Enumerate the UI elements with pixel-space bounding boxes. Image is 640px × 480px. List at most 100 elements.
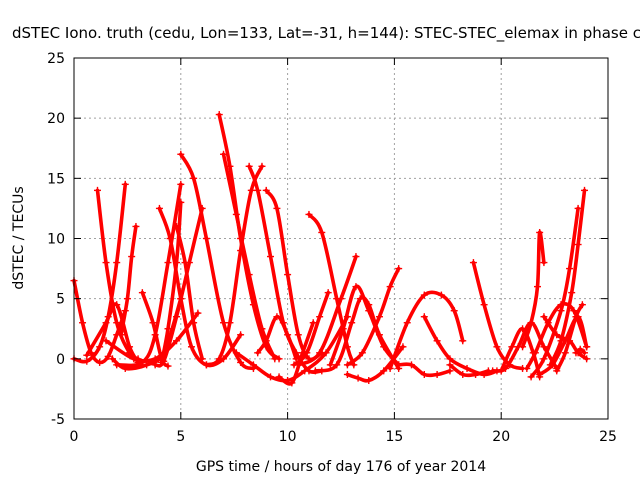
data-point-marker [568, 289, 576, 297]
data-point-marker [437, 291, 445, 299]
data-point-marker [386, 283, 394, 291]
data-point-marker [365, 307, 373, 315]
data-point-marker [352, 283, 360, 291]
y-tick-label: 15 [47, 171, 65, 187]
data-point-marker [190, 319, 198, 327]
y-tick-label: -5 [51, 412, 65, 428]
data-point-marker [469, 259, 477, 267]
data-point-marker [288, 379, 296, 387]
data-point-marker [472, 370, 480, 378]
data-series-line [277, 320, 315, 386]
data-point-marker [311, 367, 319, 375]
data-point-marker [534, 283, 542, 291]
y-tick-label: 20 [47, 111, 65, 127]
data-point-marker [352, 253, 360, 261]
data-point-marker [403, 319, 411, 327]
data-point-marker [546, 361, 554, 369]
data-point-marker [395, 361, 403, 369]
data-series-line [204, 164, 264, 367]
data-point-marker [247, 186, 255, 194]
data-point-marker [102, 259, 110, 267]
plot-area [70, 111, 591, 387]
data-point-marker [309, 319, 317, 327]
axis-ticks: 0 5 10 15 20 25 -5 0 5 10 15 20 25 [47, 51, 617, 445]
data-point-marker [215, 111, 223, 119]
data-point-marker [578, 301, 586, 309]
x-tick-label: 0 [70, 429, 79, 445]
data-point-marker [508, 343, 516, 351]
data-point-marker [420, 313, 428, 321]
data-point-marker [493, 343, 501, 351]
data-series-line [119, 224, 138, 337]
data-point-marker [536, 228, 544, 236]
data-point-marker [226, 319, 234, 327]
data-point-marker [151, 355, 159, 363]
data-series-line [554, 302, 585, 373]
data-point-marker [151, 361, 159, 369]
data-point-marker [316, 349, 324, 357]
data-point-marker [284, 331, 292, 339]
data-point-marker [343, 370, 351, 378]
data-point-marker [339, 325, 347, 333]
data-series-line [179, 152, 256, 371]
data-point-marker [237, 331, 245, 339]
data-point-marker [557, 337, 565, 345]
data-point-marker [132, 222, 140, 230]
data-point-marker [267, 253, 275, 261]
data-point-marker [301, 367, 309, 375]
data-point-marker [273, 313, 281, 321]
data-point-marker [527, 373, 535, 381]
y-tick-label: 10 [47, 232, 65, 248]
data-point-marker [113, 259, 121, 267]
data-point-marker [138, 358, 146, 366]
data-point-marker [166, 235, 174, 242]
data-point-marker [284, 271, 292, 279]
y-tick-label: 0 [56, 352, 65, 368]
data-point-marker [446, 361, 454, 369]
data-point-marker [254, 349, 262, 357]
data-point-marker [459, 370, 467, 378]
data-point-marker [173, 337, 181, 345]
data-point-marker [540, 355, 548, 363]
data-point-marker [194, 309, 202, 317]
data-point-marker [450, 307, 458, 315]
data-point-marker [540, 259, 548, 267]
data-series-line [296, 254, 358, 367]
data-point-marker [581, 186, 589, 194]
data-point-marker [96, 343, 104, 351]
y-tick-label: 5 [56, 292, 65, 308]
data-point-marker [292, 355, 300, 363]
data-point-marker [583, 343, 591, 351]
data-point-marker [173, 259, 181, 267]
data-point-marker [519, 325, 527, 333]
data-point-marker [380, 343, 388, 351]
data-point-marker [96, 358, 104, 366]
data-point-marker [198, 204, 206, 212]
data-point-marker [151, 331, 159, 339]
x-axis-label: GPS time / hours of day 176 of year 2014 [196, 459, 486, 475]
data-point-marker [126, 343, 134, 351]
data-point-marker [220, 319, 228, 327]
data-point-marker [232, 210, 240, 218]
data-point-marker [420, 370, 428, 378]
data-point-marker [128, 253, 136, 261]
data-point-marker [574, 241, 582, 249]
data-point-marker [117, 331, 125, 339]
data-point-marker [164, 259, 172, 267]
chart-title: dSTEC Iono. truth (cedu, Lon=133, Lat=-3… [12, 24, 640, 43]
data-point-marker [79, 319, 87, 327]
data-point-marker [123, 295, 131, 303]
data-point-marker [262, 186, 270, 194]
data-point-marker [258, 325, 266, 333]
data-point-marker [294, 331, 302, 339]
data-point-marker [519, 343, 527, 351]
data-point-marker [303, 349, 311, 357]
data-point-marker [523, 364, 531, 372]
data-point-marker [177, 180, 185, 188]
data-point-marker [113, 319, 121, 327]
data-point-marker [553, 367, 561, 375]
data-point-marker [202, 235, 210, 242]
y-axis-label: dSTEC / TECUs [11, 186, 27, 289]
data-series-line [388, 290, 465, 371]
